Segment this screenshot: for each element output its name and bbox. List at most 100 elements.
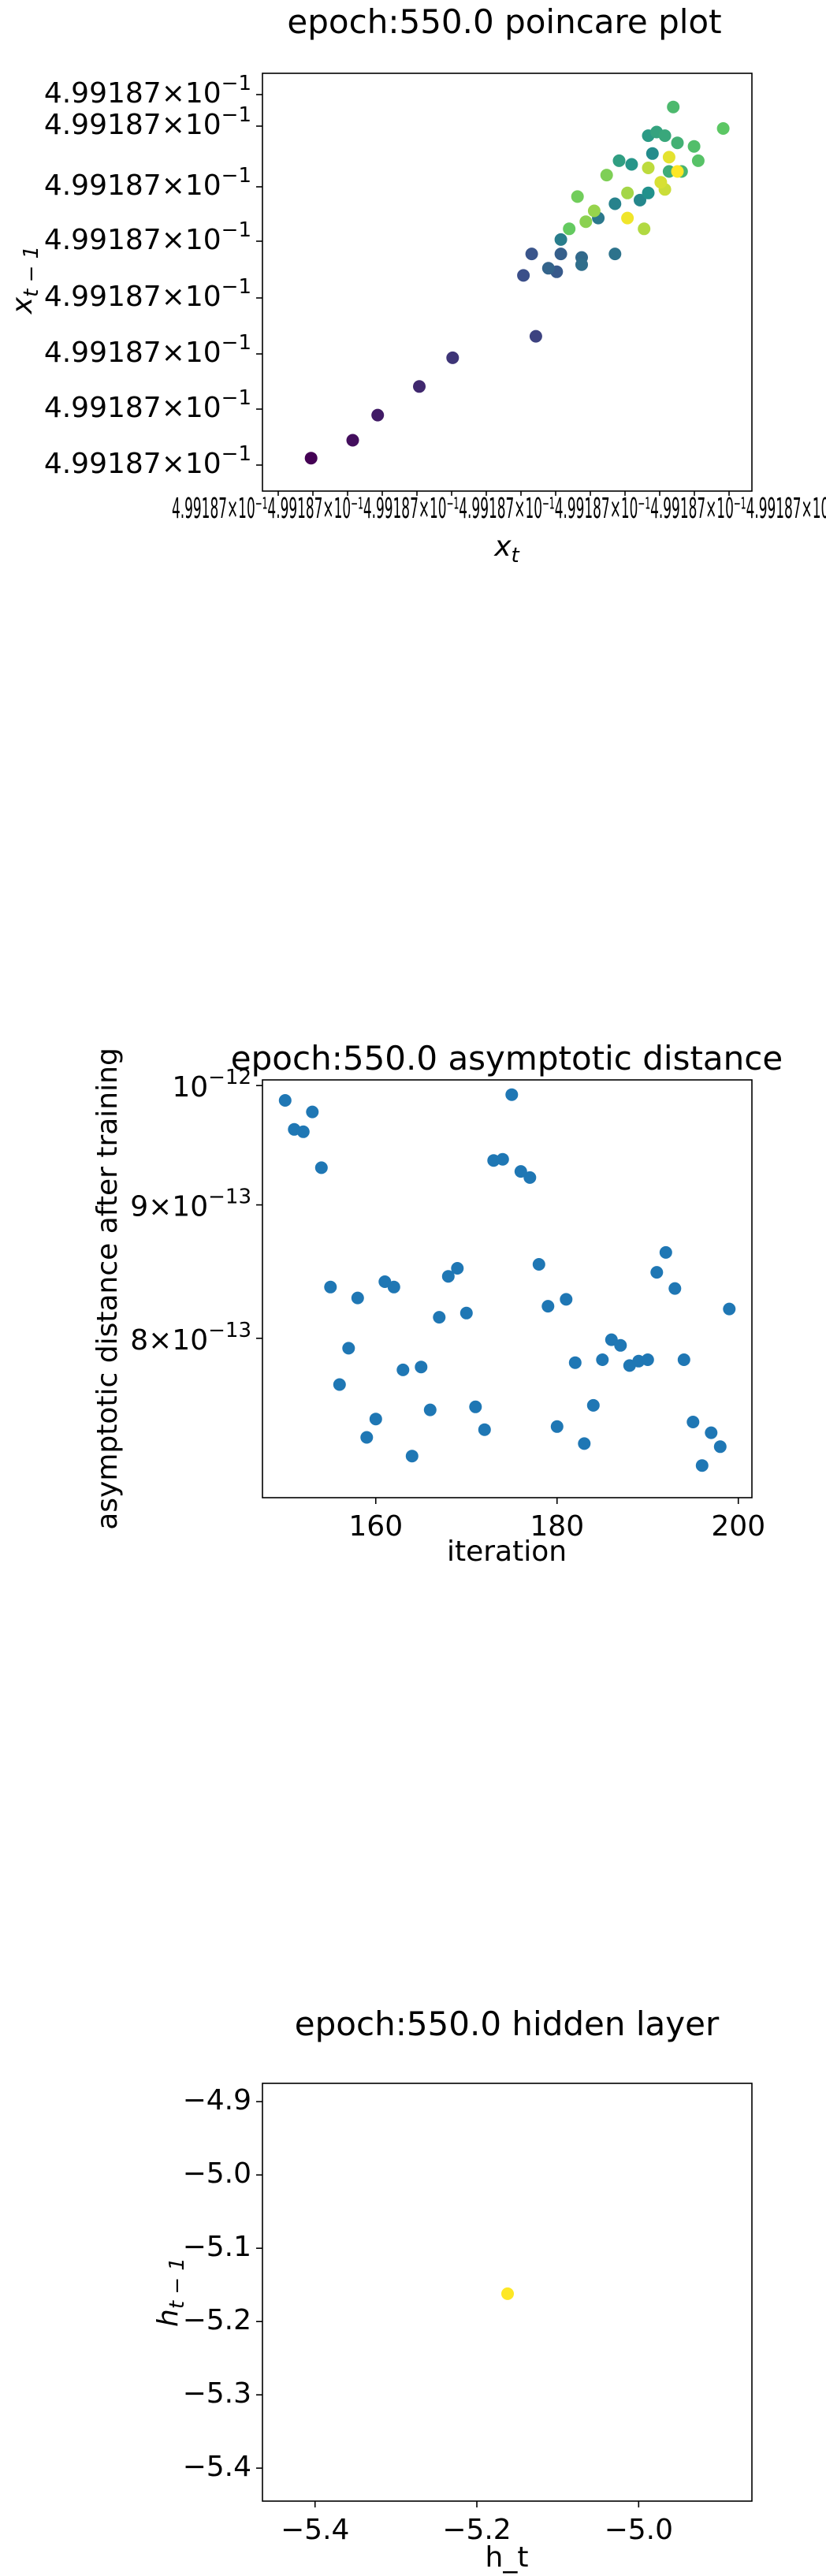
data-point [646,147,659,160]
data-points [278,1088,736,1472]
data-point [654,176,668,189]
y-tick-label: 10−12 [172,1066,251,1104]
data-point [387,1280,400,1294]
data-point [621,211,634,225]
data-point [314,1161,328,1174]
y-tick-label: 9×10−13 [130,1185,251,1223]
data-point [413,380,426,393]
data-point [550,1420,564,1433]
data-point [478,1423,491,1436]
data-point [441,1270,455,1283]
data-point [517,269,530,282]
y-tick-label: −5.1 [183,2231,251,2263]
y-ticks: 4.99187×10−1 4.99187×10−1 4.99187×10−1 4.99… [44,72,730,496]
data-point [469,1400,482,1413]
data-points [304,100,730,465]
data-point [612,154,626,167]
data-point [378,1275,392,1288]
data-point [677,1353,690,1366]
data-point [360,1431,374,1444]
data-point [405,1450,419,1463]
data-point [686,1416,700,1428]
data-point [586,1398,600,1412]
x-axis-label: xt [493,530,519,568]
data-point [333,1378,346,1391]
y-tick-label: −5.0 [183,2157,251,2190]
data-point [621,186,634,199]
data-point [306,1105,319,1119]
x-axis-label: h_t [486,2541,529,2574]
data-point [514,1165,527,1178]
data-point [634,193,646,207]
data-point [324,1280,337,1294]
chart-title: epoch:550.0 poincare plot [287,2,721,41]
data-point [541,262,555,275]
y-tick-label: 4.99187×10−1 [44,275,251,314]
y-tick-label: −5.4 [183,2451,251,2483]
y-tick-label: −5.2 [183,2304,251,2336]
x-tick-label: 200 [711,1510,765,1543]
data-point [642,186,655,199]
data-point [642,162,655,174]
data-point [525,248,538,261]
y-tick-label: 8×10−13 [130,1318,251,1357]
x-tick-label: 180 [530,1510,584,1543]
data-point [658,129,672,143]
data-point [529,329,542,343]
data-point [608,248,622,261]
y-axis-label: xt − 1 [6,246,43,315]
data-point [415,1361,428,1374]
data-point [691,154,705,167]
plot-frame [262,1079,753,1498]
data-point [371,408,385,422]
data-point [579,215,593,229]
data-point [671,136,684,150]
y-tick-label: 4.99187×10−1 [44,386,251,425]
data-point [695,1459,709,1472]
data-point [571,190,584,203]
data-point [541,1300,555,1313]
data-point [433,1311,446,1324]
x-tick-label: −5.2 [442,2514,511,2546]
data-point [501,2287,514,2300]
y-tick-label: −5.3 [183,2377,251,2410]
data-point [523,1171,537,1184]
data-point [600,169,613,182]
y-tick-label: 4.99187×10−1 [44,331,251,370]
data-point [605,1333,618,1346]
data-point [713,1440,727,1454]
data-point [278,1094,292,1107]
data-point [671,165,684,178]
axes-ticks: −5.4 −5.2 −5.0 −4.9 −5.0 −5.1 −5.2 −5.3 −5.4 [183,2084,673,2546]
data-point [625,158,638,171]
data-point [662,151,675,164]
data-point [716,122,730,135]
plot-frame [262,2083,753,2502]
asymptotic-distance-chart: epoch:550.0 asymptotic distance 160 180 20… [91,1039,783,1568]
data-point [563,222,576,236]
data-point [578,1437,591,1450]
data-points [501,2287,514,2300]
data-point [346,434,359,447]
data-point [687,140,701,153]
x-tick-label: −5.0 [605,2514,673,2546]
data-point [650,1266,664,1279]
data-point [608,197,622,210]
data-point [496,1152,509,1166]
data-point [575,258,588,271]
x-tick-label: 160 [348,1510,403,1543]
data-point [532,1258,545,1271]
y-tick-label: 4.99187×10−1 [44,164,251,203]
data-point [723,1302,736,1316]
data-point [641,1353,654,1366]
data-point [505,1088,519,1101]
data-point [568,1356,582,1369]
data-point [668,1282,682,1295]
data-point [554,248,567,261]
y-tick-label: 4.99187×10−1 [44,442,251,481]
y-axis-label: asymptotic distance after training [91,1048,124,1530]
data-point [304,452,318,465]
data-point [659,1245,672,1259]
y-tick-label: 4.99187×10−1 [44,218,251,257]
data-point [342,1342,355,1355]
